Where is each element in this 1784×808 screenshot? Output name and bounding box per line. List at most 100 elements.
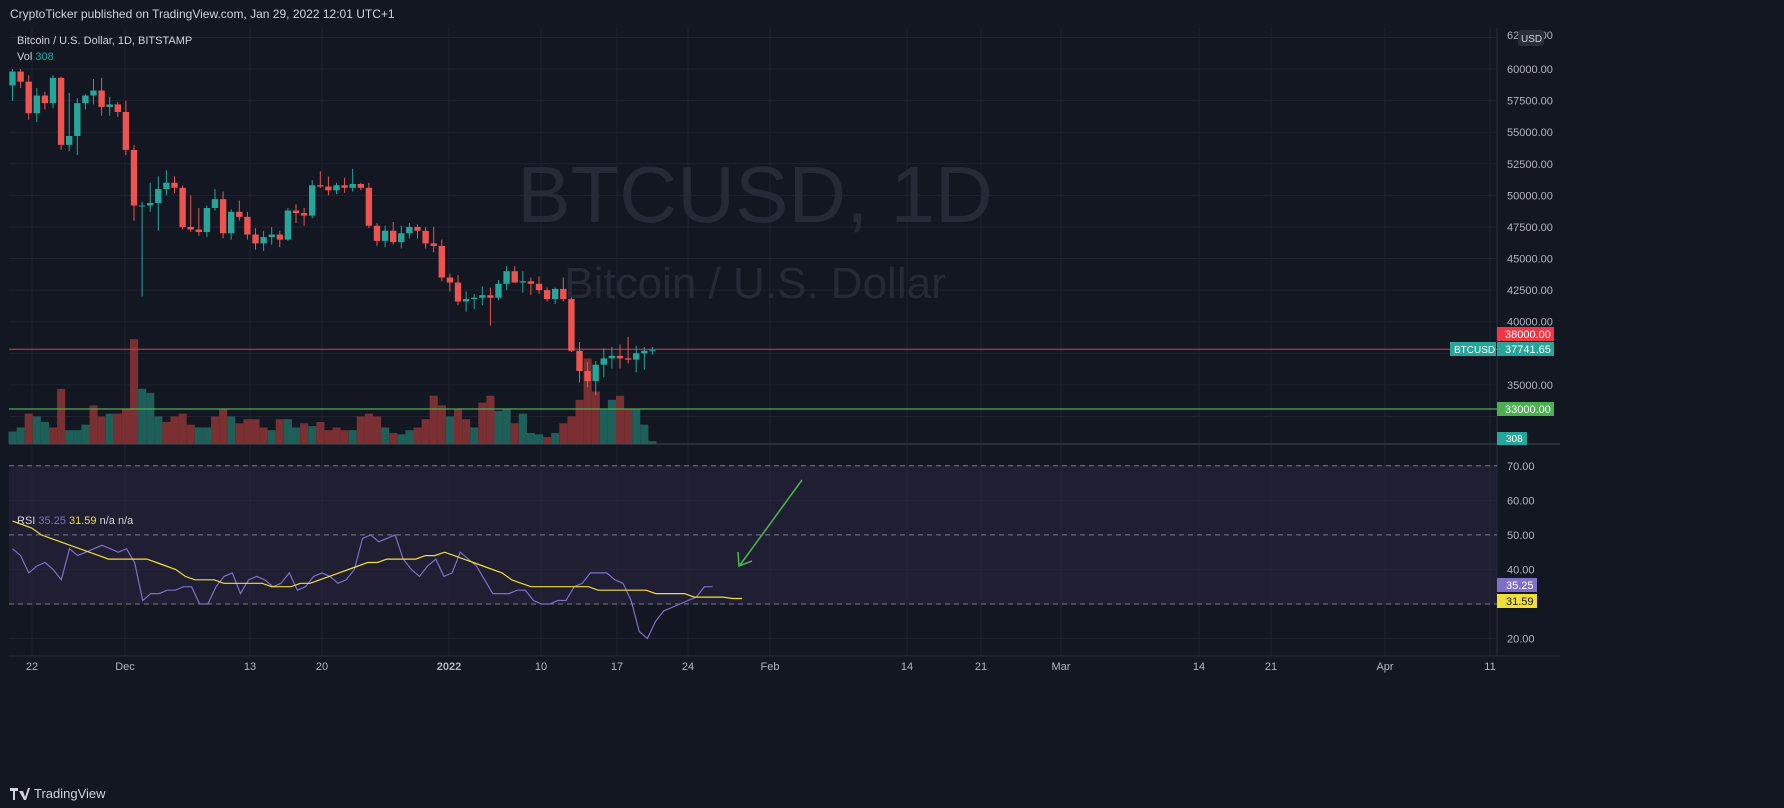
- volume-bar: [632, 409, 641, 444]
- symbol-legend: Bitcoin / U.S. Dollar, 1D, BITSTAMP: [17, 35, 192, 47]
- volume-bar: [381, 427, 390, 444]
- candle-body: [430, 243, 437, 246]
- price-tick: 57500.00: [1507, 96, 1553, 108]
- currency-badge: [1518, 30, 1544, 46]
- price-tick: 60000.00: [1507, 64, 1553, 76]
- candle-body: [462, 298, 470, 302]
- time-tick: 2022: [437, 661, 461, 673]
- publisher-text: CryptoTicker published on TradingView.co…: [10, 7, 395, 21]
- volume-bar: [575, 399, 584, 444]
- price-tick: 55000.00: [1507, 127, 1553, 139]
- watermark-title: BTCUSD, 1D: [517, 150, 993, 239]
- volume-bar: [543, 437, 552, 444]
- candle-body: [33, 95, 40, 114]
- symbol-title: Bitcoin / U.S. Dollar, 1D, BITSTAMP: [17, 35, 193, 47]
- volume-tag-label: 308: [1506, 434, 1523, 445]
- price-tick: 40000.00: [1507, 317, 1553, 329]
- candle-body: [608, 355, 616, 359]
- candle-body: [211, 199, 219, 209]
- candle-body: [592, 364, 599, 382]
- volume-bar: [429, 395, 438, 444]
- footer-brand[interactable]: TradingView: [34, 786, 106, 801]
- volume-bar: [219, 409, 228, 444]
- volume-tag: [1497, 432, 1527, 445]
- price-tick: 45000.00: [1507, 254, 1553, 266]
- candle-body: [284, 210, 292, 240]
- candle-body: [147, 202, 154, 206]
- volume-bar: [648, 441, 657, 444]
- volume-bar: [97, 416, 106, 444]
- rsi-tick: 60.00: [1507, 495, 1535, 507]
- volume-bar: [397, 434, 406, 444]
- candle-body: [584, 371, 591, 382]
- time-tick: 10: [535, 661, 547, 673]
- candle-body: [373, 225, 381, 241]
- support-price-tag: [1497, 402, 1554, 416]
- candle-body: [236, 211, 243, 217]
- volume-bar: [559, 423, 568, 444]
- volume-bar: [292, 427, 301, 444]
- volume-legend: Vol 308: [17, 51, 54, 63]
- volume-bar: [640, 424, 649, 444]
- time-tick: 11: [1484, 661, 1495, 673]
- symbol-tag-label: BTCUSD: [1454, 345, 1495, 356]
- rsi-legend: RSI 35.25 31.59 n/a n/a: [17, 515, 133, 527]
- candle-body: [616, 355, 624, 359]
- candle-body: [49, 77, 57, 104]
- candle-body: [624, 358, 632, 360]
- candle-body: [479, 295, 486, 298]
- volume-bar: [551, 432, 560, 444]
- price-tick: 52500.00: [1507, 159, 1553, 171]
- rsi-na-1: n/a: [99, 515, 115, 527]
- time-tick: 22: [26, 661, 38, 673]
- candle-body: [487, 295, 494, 298]
- time-tick: Apr: [1376, 661, 1393, 673]
- rsi-tick: 70.00: [1507, 461, 1535, 473]
- rsi-line: [12, 534, 713, 640]
- candle-body: [552, 288, 559, 299]
- price-tick: 35000.00: [1507, 380, 1553, 392]
- candle-body: [66, 135, 73, 145]
- volume-bar: [40, 421, 49, 444]
- candle-body: [276, 234, 283, 240]
- candle-body: [317, 185, 324, 187]
- candle-body: [576, 350, 583, 372]
- volume-bar: [146, 392, 155, 444]
- time-tick: 13: [244, 661, 256, 673]
- candle-body: [25, 81, 32, 114]
- candle-body: [341, 185, 348, 188]
- candle-body: [543, 290, 551, 299]
- volume-bar: [567, 416, 576, 444]
- time-tick: 20: [316, 661, 328, 673]
- time-tick: 21: [975, 661, 987, 673]
- volume-bar: [154, 416, 163, 444]
- candle-body: [74, 103, 81, 136]
- annotation-arrow-head: [737, 551, 753, 568]
- candle-body: [17, 71, 24, 82]
- candle-body: [406, 226, 413, 234]
- volume-bar: [202, 427, 211, 444]
- time-tick: Feb: [761, 661, 780, 673]
- volume-bar: [105, 413, 114, 444]
- volume-bar: [502, 409, 511, 444]
- candle-body: [114, 104, 121, 112]
- candle-body: [471, 297, 478, 299]
- candle-body: [195, 229, 202, 233]
- candle-body: [422, 230, 429, 244]
- candle-body: [228, 211, 235, 234]
- symbol-tag: [1450, 342, 1496, 356]
- candle-body: [649, 350, 656, 352]
- candle-body: [398, 233, 405, 243]
- volume-bar: [130, 339, 139, 444]
- rsi-value-tag: [1497, 578, 1537, 592]
- candle-body: [260, 237, 267, 244]
- candle-body: [365, 187, 373, 226]
- volume-bar: [57, 388, 66, 444]
- volume-bar: [211, 416, 220, 444]
- volume-bar: [332, 427, 341, 444]
- volume-bar: [32, 416, 41, 444]
- volume-bar: [526, 432, 535, 444]
- candle-body: [519, 281, 526, 283]
- rsi-ma-value: 31.59: [69, 515, 97, 527]
